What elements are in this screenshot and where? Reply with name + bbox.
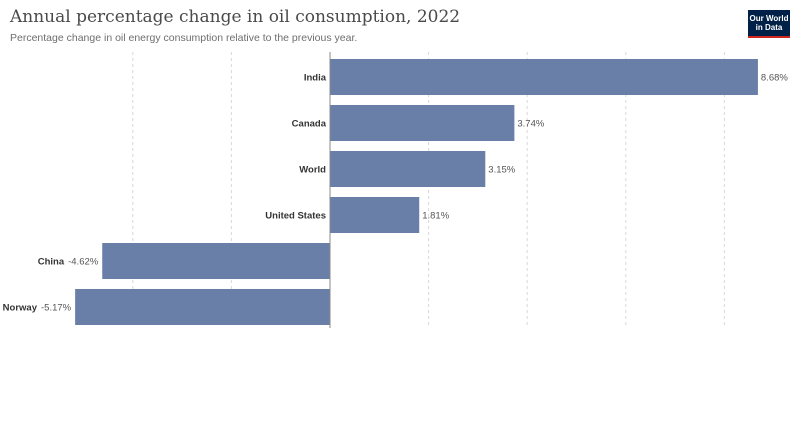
category-label: India: [304, 73, 327, 84]
chart-title: Annual percentage change in oil consumpt…: [10, 7, 461, 27]
logo-line-1: Our World: [749, 14, 789, 23]
value-label: 3.15%: [488, 165, 515, 176]
category-label: Norway: [3, 303, 38, 314]
chart-subtitle: Percentage change in oil energy consumpt…: [10, 32, 358, 44]
value-label: 1.81%: [422, 211, 449, 222]
category-label: Canada: [292, 119, 327, 130]
bar[interactable]: [330, 197, 420, 233]
bar[interactable]: [75, 289, 330, 325]
bar[interactable]: [330, 59, 758, 95]
category-label: World: [299, 165, 326, 176]
value-label: -5.17%: [41, 303, 72, 314]
value-label: 8.68%: [761, 73, 788, 84]
value-label: -4.62%: [68, 257, 99, 268]
bar[interactable]: [102, 243, 330, 279]
bar[interactable]: [330, 105, 515, 141]
value-label: 3.74%: [517, 119, 544, 130]
our-world-in-data-logo[interactable]: Our World in Data: [748, 10, 790, 38]
category-label: United States: [265, 211, 326, 222]
bar[interactable]: [330, 151, 486, 187]
category-label: China: [38, 257, 65, 268]
logo-line-2: in Data: [755, 23, 783, 32]
